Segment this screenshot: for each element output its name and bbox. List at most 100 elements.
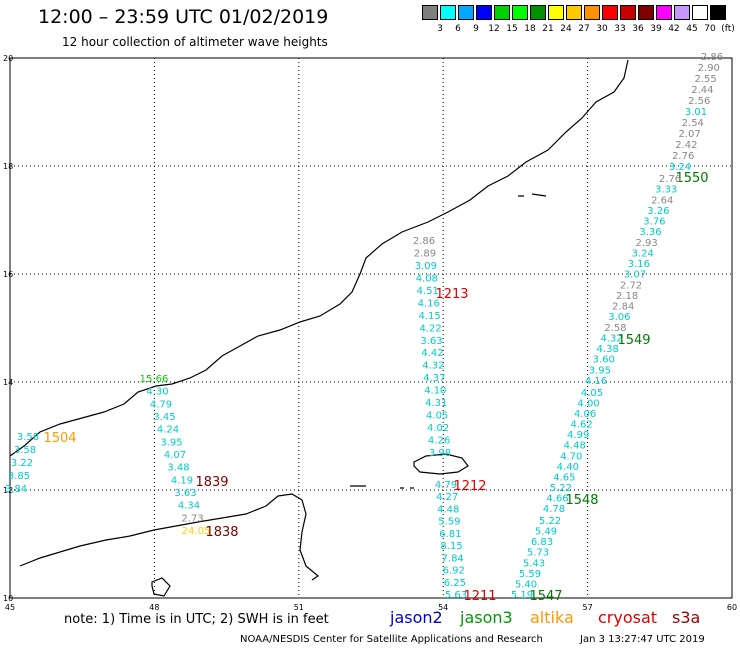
colorbar-swatch <box>440 5 456 20</box>
swh-value: 4.15 <box>419 311 441 322</box>
swh-value: 2.86 <box>701 52 723 63</box>
swh-value: 4.16 <box>418 298 440 309</box>
swh-value: 5.49 <box>535 527 557 538</box>
swh-value: 4.06 <box>574 409 596 420</box>
swh-value: 2.18 <box>616 291 638 302</box>
lat-tick-label: 10 <box>3 594 13 603</box>
swh-value: 4.42 <box>421 348 443 359</box>
map-frame <box>9 57 733 599</box>
colorbar-tick-label: 24 <box>560 24 572 34</box>
swh-value: 5.59 <box>519 569 541 580</box>
swh-value: 3.63 <box>174 488 196 499</box>
swh-value: 3.85 <box>8 471 30 482</box>
colorbar-tick-label: 9 <box>473 24 479 34</box>
swh-value: 4.79 <box>435 480 457 491</box>
legend-jason3: jason3 <box>460 608 513 627</box>
lat-tick-label: 16 <box>3 270 13 279</box>
swh-value: 3.26 <box>647 206 669 217</box>
swh-value: 3.60 <box>593 355 615 366</box>
swh-value: 6.83 <box>531 537 553 548</box>
swh-value: 4.10 <box>424 386 446 397</box>
lat-tick-label: 18 <box>3 162 13 171</box>
swh-value: 4.02 <box>427 423 449 434</box>
swh-value: 2.55 <box>694 74 716 85</box>
swh-value: 24.05 <box>182 526 211 537</box>
swh-value: 5.22 <box>550 483 572 494</box>
swh-value: 3.63 <box>420 336 442 347</box>
colorbar-tick-label: 6 <box>455 24 461 34</box>
swh-value: 2.84 <box>612 302 634 313</box>
coastline-islets <box>350 193 547 489</box>
pass-time-label: 1550 <box>675 171 708 186</box>
pass-time-label: 1547 <box>529 589 562 604</box>
colorbar-tick-label: 45 <box>686 24 698 34</box>
coastline-coastal-islands <box>151 577 171 597</box>
coastline <box>9 59 629 597</box>
swh-value: 2.86 <box>413 236 435 247</box>
colorbar-tick-label: 70 <box>704 24 716 34</box>
colorbar-swatch <box>422 5 438 20</box>
map-title: 12:00 – 23:59 UTC 01/02/2019 <box>38 6 329 28</box>
swh-value: 2.76 <box>672 151 694 162</box>
swh-value: 4.48 <box>437 504 459 515</box>
swh-value: 2.58 <box>604 323 626 334</box>
swh-value: 2.44 <box>691 85 713 96</box>
altimeter-tracks: 2.862.902.552.442.563.012.542.072.422.76… <box>5 52 723 604</box>
swh-value: 4.37 <box>423 373 445 384</box>
swh-value: 3.48 <box>167 463 189 474</box>
swh-value: 2.64 <box>651 195 673 206</box>
coastline-arabia <box>9 59 629 457</box>
swh-value: 3.45 <box>153 412 175 423</box>
swh-value: 2.72 <box>620 280 642 291</box>
swh-value: 3.01 <box>685 107 707 118</box>
swh-value: 5.22 <box>539 516 561 527</box>
swh-value: 4.26 <box>428 436 450 447</box>
swh-value: 2.89 <box>414 248 436 259</box>
swh-value: 5.43 <box>523 558 545 569</box>
colorbar-tick-label: 33 <box>614 24 626 34</box>
legend-s3a: s3a <box>672 608 701 627</box>
footer-timestamp: Jan 3 13:27:47 UTC 2019 <box>580 634 705 645</box>
swh-value: 4.34 <box>178 501 200 512</box>
swh-value: 4.27 <box>436 492 458 503</box>
colorbar-tick-label: 21 <box>542 24 554 34</box>
colorbar-swatch <box>692 5 708 20</box>
swh-value: 4.66 <box>546 493 568 504</box>
swh-value: 3.07 <box>624 270 646 281</box>
pass-time-label: 1549 <box>617 333 650 348</box>
colorbar-swatch <box>584 5 600 20</box>
swh-value: 4.05 <box>581 388 603 399</box>
lat-tick-label: 14 <box>3 378 13 387</box>
swh-value: 8.15 <box>440 541 462 552</box>
swh-value: 7.84 <box>442 553 464 564</box>
swh-value: 3.24 <box>669 162 691 173</box>
swh-value: 2.90 <box>698 63 720 74</box>
lon-tick-label: 45 <box>5 603 15 610</box>
colorbar-tick-label: 36 <box>632 24 644 34</box>
colorbar-tick-label: 3 <box>437 24 443 34</box>
colorbar-swatch <box>638 5 654 20</box>
swh-value: 4.00 <box>577 399 599 410</box>
swh-value: 2.93 <box>635 238 657 249</box>
swh-value: 3.16 <box>628 259 650 270</box>
lat-tick-label: 12 <box>3 486 13 495</box>
swh-value: 5.40 <box>515 579 537 590</box>
swh-value: 4.48 <box>564 441 586 452</box>
swh-value: 3.98 <box>429 448 451 459</box>
colorbar-tick-label: 42 <box>668 24 680 34</box>
swh-value: 4.70 <box>560 451 582 462</box>
colorbar-tick-label: 30 <box>596 24 608 34</box>
swh-value: 3.22 <box>11 458 33 469</box>
colorbar-tick-label: 12 <box>488 24 500 34</box>
swh-value: 4.51 <box>417 286 439 297</box>
swh-value: 3.95 <box>589 365 611 376</box>
swh-value: 3.84 <box>5 484 27 495</box>
swh-value: 6.92 <box>443 566 465 577</box>
swh-value: 3.95 <box>160 437 182 448</box>
colorbar-tick-label: 18 <box>524 24 536 34</box>
swh-value: 5.63 <box>445 590 467 601</box>
colorbar-swatch <box>476 5 492 20</box>
colorbar-swatch <box>620 5 636 20</box>
pass-time-label: 1213 <box>435 287 468 302</box>
swh-value: 4.08 <box>416 273 438 284</box>
